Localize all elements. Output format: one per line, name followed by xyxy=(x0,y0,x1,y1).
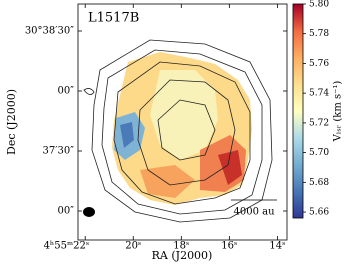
x-tick-label: 14ˢ xyxy=(269,241,285,252)
velocity-map xyxy=(83,39,273,223)
y-tick-label: 00″ xyxy=(58,86,75,97)
contour xyxy=(91,39,273,223)
chart-title: L1517B xyxy=(88,11,139,26)
x-tick-label: 4ʰ55ᵐ22ˢ xyxy=(44,241,90,252)
x-axis-label: RA (J2000) xyxy=(152,249,213,262)
colorbar-tick-label: 5.72 xyxy=(309,118,329,128)
contour xyxy=(137,79,236,186)
y-tick-label: 30°38′30″ xyxy=(25,26,74,37)
contour xyxy=(113,61,251,205)
axes-frame xyxy=(77,3,288,241)
colorbar-label: Vₗₛᵣ (km s⁻¹) xyxy=(333,81,344,143)
colorbar-tick-label: 5.70 xyxy=(309,148,329,158)
contour xyxy=(83,88,95,95)
y-tick-label: 37′30″ xyxy=(43,146,75,157)
colorbar-tick-label: 5.80 xyxy=(309,0,329,10)
beam xyxy=(83,207,95,217)
colorbar xyxy=(292,3,304,219)
y-tick-label: 00″ xyxy=(58,206,75,217)
colorbar-tick-label: 5.74 xyxy=(309,89,329,99)
colorbar-tick-label: 5.66 xyxy=(309,208,329,218)
y-axis-label: Dec (J2000) xyxy=(5,89,18,155)
x-tick-label: 16ˢ xyxy=(221,241,237,252)
x-tick-label: 18ˢ xyxy=(173,241,189,252)
x-tick-label: 20ˢ xyxy=(125,241,141,252)
contour xyxy=(157,99,216,161)
colorbar-tick-label: 5.78 xyxy=(309,29,329,39)
colorbar-tick-label: 5.76 xyxy=(309,59,329,69)
colorbar-tick-label: 5.68 xyxy=(309,178,329,188)
contour xyxy=(101,49,263,215)
scalebar-label: 4000 au xyxy=(233,207,275,218)
